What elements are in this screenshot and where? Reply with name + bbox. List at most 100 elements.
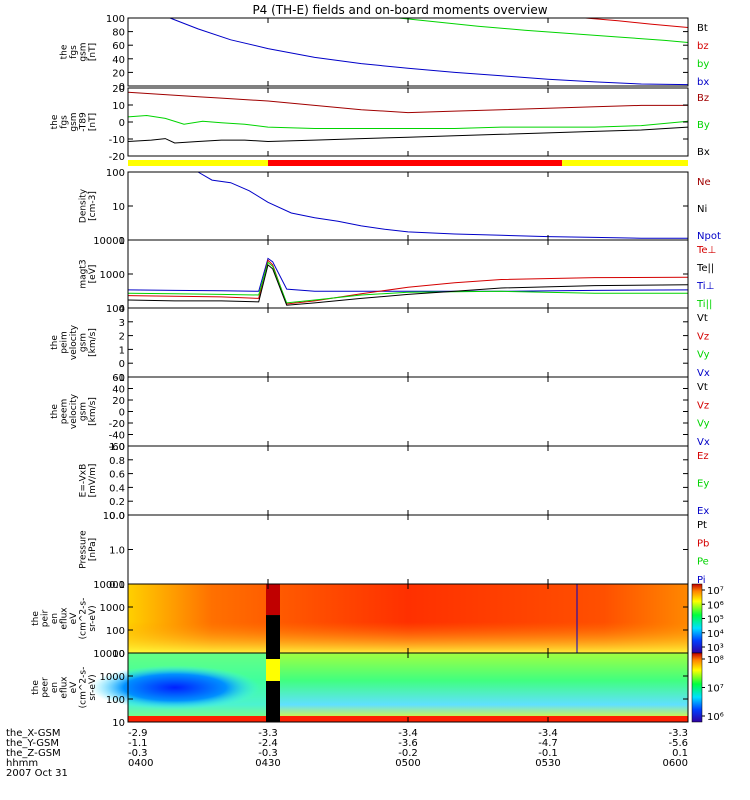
legend-entry: bx	[697, 77, 709, 88]
status-strip-yellow-left	[128, 160, 268, 166]
colorbar	[691, 652, 703, 723]
y-axis-label: (cm^2-s-	[79, 598, 89, 640]
legend-entry: Ni	[697, 204, 707, 215]
colorbar-tick-label: 10³	[707, 643, 724, 654]
y-tick-label: 1.0	[109, 442, 125, 453]
orbit-value: -5.6	[668, 738, 688, 749]
y-tick-label: 0.0	[109, 511, 125, 522]
y-tick-label: 10	[112, 202, 125, 213]
orbit-value: -0.3	[128, 748, 148, 759]
y-tick-label: 40	[112, 55, 125, 66]
series-line-fgs-gse-2	[127, 126, 689, 144]
legend-entry: Ex	[697, 506, 709, 517]
y-axis-label: fgs	[69, 45, 79, 59]
orbit-value: -1.1	[128, 738, 148, 749]
panel-frame	[127, 17, 689, 87]
legend-entry: bz	[697, 41, 709, 52]
orbit-value: 0.1	[672, 748, 688, 759]
orbit-value: -0.3	[258, 748, 278, 759]
legend-entry: Te||	[696, 263, 714, 274]
series-line-fgs-gsm-0	[169, 17, 689, 86]
y-axis-label: (cm^2-s-	[79, 667, 89, 709]
legend-entry: Ez	[697, 451, 709, 462]
y-axis-label: peim	[60, 331, 70, 354]
orbit-row-label: the_Y-GSM	[6, 738, 59, 749]
y-axis-label: E=-VxB	[79, 464, 89, 498]
y-tick-label: 60	[112, 373, 125, 384]
y-axis-label: peem	[60, 399, 70, 425]
y-axis-label: [km/s]	[88, 397, 98, 426]
y-axis-label: [mV/m]	[88, 464, 98, 498]
y-axis-label: sr-eV)	[88, 674, 98, 700]
series-line-fgs-gsm-2	[585, 17, 689, 28]
y-axis-label: the	[50, 335, 60, 350]
y-tick-label: 1	[119, 236, 125, 247]
y-axis-label: the	[60, 44, 70, 59]
y-axis-label: sr-eV)	[88, 605, 98, 631]
plot-title: P4 (TH-E) fields and on-board moments ov…	[252, 3, 547, 17]
orbit-value: -0.2	[398, 748, 418, 759]
series-line-density-0	[197, 171, 688, 239]
panel-frame	[127, 514, 689, 585]
legend-entry: Bt	[697, 23, 708, 34]
y-tick-label: 100	[106, 695, 125, 706]
y-tick-label: 1000	[100, 603, 125, 614]
legend-entry: Pb	[697, 538, 709, 549]
status-strip-yellow-right	[562, 160, 688, 166]
panel-frame	[127, 376, 689, 447]
series-line-temperature-1	[127, 259, 689, 305]
y-tick-label: 20	[112, 84, 125, 95]
legend-entry: Vt	[697, 313, 708, 324]
y-axis-label: gsm	[69, 112, 79, 131]
panel-frame	[127, 171, 689, 241]
y-tick-label: 100	[106, 626, 125, 637]
y-tick-label: 2	[119, 332, 125, 343]
legend-entry: Npot	[697, 231, 721, 242]
panel-pressure: 10.0 1.0 0.1 Pressure [nPa] Pt Pb Pe Pi	[79, 511, 710, 591]
orbit-value: -0.1	[538, 748, 558, 759]
y-tick-label: 10	[112, 718, 125, 729]
peir-gap-top	[266, 584, 280, 616]
orbit-row-label: the_Z-GSM	[6, 748, 61, 759]
panel-peer-spectrogram: 10000 1000 100 10 the peer en eflux eV (cm^2-s-sr…	[31, 649, 724, 729]
y-axis-label: velocity	[69, 324, 79, 360]
legend-entry: Vy	[697, 419, 710, 430]
y-tick-label: -20	[109, 419, 125, 430]
y-tick-label: 100	[106, 14, 125, 25]
orbit-value: -4.7	[538, 738, 558, 749]
legend-entry: Vx	[697, 437, 710, 448]
y-tick-label: 20	[112, 396, 125, 407]
y-axis-label: velocity	[69, 393, 79, 429]
orbit-value: 0400	[128, 758, 153, 769]
panel-frame	[127, 445, 689, 516]
y-tick-label: 3	[119, 318, 125, 329]
y-tick-label: 0	[119, 118, 125, 129]
legend-entry: Bz	[697, 93, 709, 104]
y-axis-label: [cm-3]	[88, 191, 98, 221]
legend-entry: Pi	[697, 575, 706, 586]
y-axis-label: gsm	[79, 402, 89, 421]
y-tick-label: 100	[106, 304, 125, 315]
colorbar-tick-label: 10⁶	[707, 600, 724, 611]
legend-entry: By	[697, 120, 710, 131]
y-axis-label: Pressure	[79, 530, 89, 569]
legend-entry: Pe	[697, 557, 709, 568]
y-axis-label: gsm	[79, 333, 89, 352]
orbit-value: -2.9	[128, 728, 148, 739]
y-axis-label: -T89	[79, 112, 89, 132]
y-axis-label: en	[50, 613, 60, 624]
y-tick-label: 1000	[100, 270, 125, 281]
legend-entry: Vx	[697, 368, 710, 379]
peer-gap-highlight	[266, 659, 280, 681]
y-tick-label: 20	[112, 68, 125, 79]
panel-temperature: 10000 1000 100 magt3 [eV] Te⊥ Te|| Ti⊥ Ti||	[79, 236, 717, 315]
orbit-value: -3.4	[538, 728, 558, 739]
y-tick-label: 10000	[93, 236, 125, 247]
legend-entry: Ey	[697, 479, 709, 490]
y-tick-label: -10	[109, 135, 125, 146]
y-tick-label: 40	[112, 385, 125, 396]
y-axis-label: the	[31, 680, 41, 695]
